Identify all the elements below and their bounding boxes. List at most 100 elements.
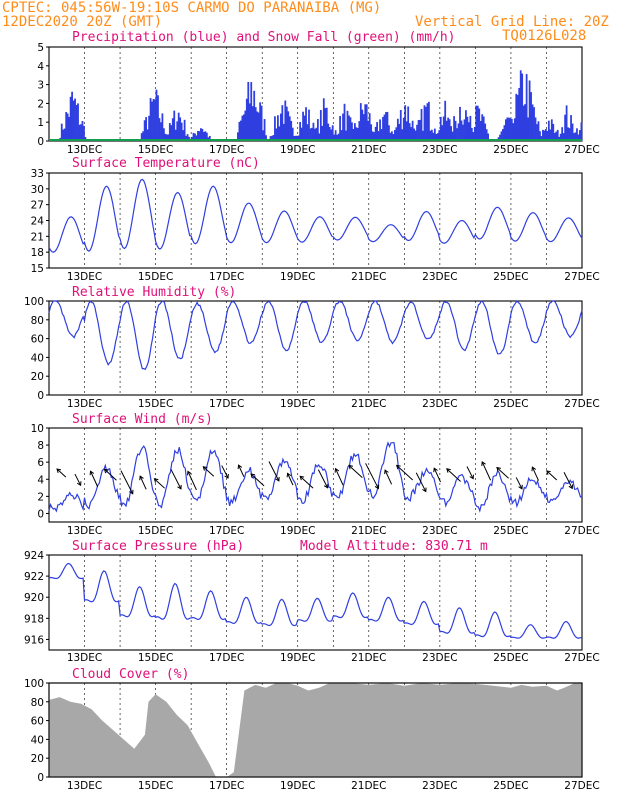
precip-bar	[454, 120, 457, 141]
wind-arrow	[250, 473, 265, 487]
x-tick-label: 27DEC	[564, 271, 599, 283]
x-tick-label: 17DEC	[209, 271, 244, 283]
precip-bar	[467, 122, 470, 141]
y-tick-label: 0	[37, 772, 44, 784]
precip-bar	[531, 104, 534, 141]
wind-arrow	[515, 477, 523, 490]
plot-frame	[48, 427, 583, 523]
wind-arrow-head	[481, 461, 486, 466]
precip-bar	[346, 110, 349, 141]
wind-arrow-head	[153, 478, 159, 483]
y-tick-label: 3	[37, 80, 44, 92]
precip-bar	[436, 133, 439, 141]
plot-frame-overlay	[48, 682, 583, 778]
precip-bar	[342, 113, 344, 141]
precip-bar	[180, 122, 183, 141]
x-tick-label: 13DEC	[67, 780, 102, 792]
precip-bar	[577, 134, 580, 141]
precip-bar	[383, 114, 386, 141]
precip-bar	[65, 111, 68, 141]
wind-arrow-head	[446, 468, 451, 473]
precip-bar	[318, 133, 321, 141]
wind-arrow-head	[348, 464, 354, 470]
humidity-title: Relative Humidity (%)	[72, 285, 236, 300]
precip-bar	[410, 127, 413, 141]
precip-bar	[78, 124, 81, 141]
precip-bar	[448, 119, 451, 141]
precip-bar	[439, 116, 442, 141]
precip-bar	[333, 134, 336, 141]
y-tick-label: 21	[31, 231, 44, 243]
precip-bar	[168, 123, 171, 141]
x-tick-label: 19DEC	[280, 398, 315, 410]
precip-bar	[185, 135, 187, 141]
precip-bar	[425, 106, 427, 141]
precip-bar	[385, 112, 387, 141]
y-tick-label: 924	[24, 550, 44, 562]
precip-bar	[484, 123, 487, 141]
precip-bar	[69, 96, 72, 141]
x-tick-label: 19DEC	[280, 525, 315, 537]
x-tick-label: 19DEC	[280, 652, 315, 664]
precip-bar	[547, 120, 550, 141]
wind-arrow	[287, 473, 294, 486]
x-tick-label: 23DEC	[422, 271, 457, 283]
x-tick-label: 13DEC	[67, 525, 102, 537]
x-tick-label: 15DEC	[138, 398, 173, 410]
precip-bar	[259, 102, 262, 141]
precip-bar	[459, 106, 461, 141]
precip-bar	[465, 110, 467, 141]
y-tick-label: 33	[31, 168, 44, 180]
precip-bar	[527, 117, 529, 141]
series-line	[48, 178, 583, 253]
x-tick-label: 13DEC	[67, 398, 102, 410]
precip-bar	[408, 123, 411, 141]
precip-bar	[558, 136, 561, 141]
wind-arrow-head	[129, 489, 134, 495]
precip-bar	[325, 107, 328, 141]
wind-title: Surface Wind (m/s)	[72, 412, 213, 427]
precip-bar	[239, 120, 242, 141]
precip-bar	[550, 119, 553, 141]
precip-bar	[552, 123, 555, 141]
x-tick-label: 15DEC	[138, 652, 173, 664]
precip-bar	[473, 127, 476, 141]
precip-bar	[327, 123, 330, 141]
precip-bar	[336, 134, 339, 141]
precip-bar	[379, 119, 381, 141]
precip-bar	[334, 130, 337, 141]
precip-bar	[72, 100, 75, 141]
x-tick-label: 25DEC	[493, 652, 528, 664]
wind-arrow	[481, 461, 492, 481]
precip-bar	[512, 123, 515, 141]
precip-bar	[528, 80, 531, 141]
precip-bar	[191, 136, 193, 141]
y-tick-label: 40	[31, 352, 44, 364]
series-line	[48, 300, 583, 371]
wind-arrow-head	[531, 466, 536, 472]
precip-bar	[157, 95, 159, 141]
precip-bar	[163, 128, 165, 141]
precip-bar	[279, 113, 282, 141]
wind-arrow-head	[187, 470, 192, 476]
precip-bar	[433, 128, 436, 141]
precip-bar	[500, 131, 503, 141]
y-tick-label: 100	[24, 678, 44, 690]
y-tick-label: 10	[31, 423, 44, 435]
precip-bar	[374, 126, 377, 141]
wind-arrow	[202, 466, 215, 477]
wind-arrow-head	[546, 470, 551, 475]
plot-frame	[48, 300, 583, 396]
y-tick-label: 30	[31, 184, 44, 196]
x-tick-label: 15DEC	[138, 144, 173, 156]
x-tick-label: 15DEC	[138, 525, 173, 537]
precip-bar	[476, 105, 479, 141]
x-tick-label: 27DEC	[564, 144, 599, 156]
precip-bar	[487, 133, 490, 141]
precip-bar	[413, 128, 415, 141]
precip-bar	[367, 120, 370, 141]
precip-bar	[81, 120, 84, 141]
x-tick-label: 21DEC	[351, 144, 386, 156]
precip-bar	[481, 114, 484, 141]
